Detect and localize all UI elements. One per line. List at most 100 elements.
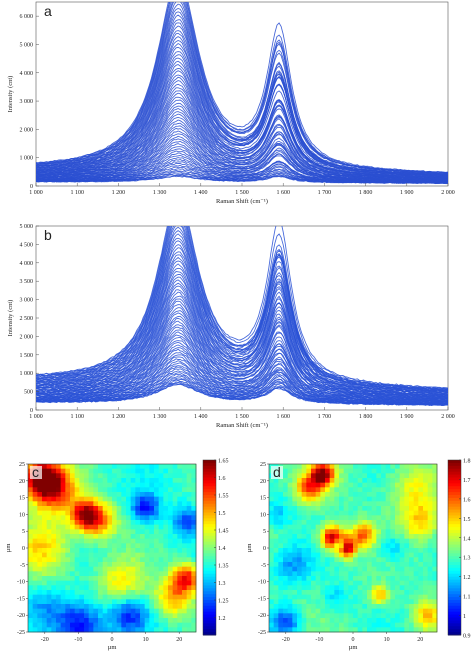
- heatmap-cell: [283, 468, 289, 474]
- heatmap-cell: [126, 594, 132, 600]
- heatmap-cell: [273, 599, 279, 605]
- heatmap-cell: [390, 506, 396, 512]
- heatmap-cell: [154, 562, 160, 568]
- heatmap-cell: [432, 501, 438, 507]
- heatmap-cell: [390, 487, 396, 493]
- heatmap-cell: [126, 557, 132, 563]
- heatmap-cell: [102, 566, 108, 572]
- heatmap-cell: [367, 510, 373, 516]
- heatmap-cell: [273, 604, 279, 610]
- heatmap-cell: [418, 618, 424, 624]
- colorbar-segment: [203, 585, 216, 589]
- y-tick-label: -15: [258, 596, 266, 602]
- heatmap-cell: [191, 520, 197, 526]
- heatmap-cell: [60, 529, 66, 535]
- heatmap-cell: [404, 594, 410, 600]
- heatmap-cell: [427, 576, 433, 582]
- heatmap-cell: [413, 478, 419, 484]
- heatmap-cell: [390, 599, 396, 605]
- heatmap-cell: [144, 478, 150, 484]
- heatmap-cell: [269, 590, 275, 596]
- heatmap-cell: [348, 627, 354, 633]
- heatmap-cell: [79, 515, 85, 521]
- heatmap-cell: [371, 594, 377, 600]
- heatmap-cell: [432, 618, 438, 624]
- heatmap-cell: [334, 501, 340, 507]
- heatmap-cell: [186, 618, 192, 624]
- heatmap-cell: [283, 580, 289, 586]
- heatmap-cell: [269, 506, 275, 512]
- heatmap-cell: [93, 510, 99, 516]
- heatmap-cell: [367, 487, 373, 493]
- heatmap-cell: [390, 613, 396, 619]
- heatmap-cell: [144, 608, 150, 614]
- heatmap-cell: [88, 482, 94, 488]
- heatmap-cell: [65, 599, 71, 605]
- heatmap-cell: [32, 478, 38, 484]
- heatmap-cell: [102, 622, 108, 628]
- heatmap-cell: [116, 618, 122, 624]
- heatmap-cell: [65, 473, 71, 479]
- heatmap-cell: [413, 543, 419, 549]
- heatmap-cell: [32, 534, 38, 540]
- heatmap-cell: [278, 562, 284, 568]
- heatmap-cell: [177, 613, 183, 619]
- heatmap-cell: [135, 501, 141, 507]
- heatmap-cell: [107, 543, 113, 549]
- heatmap-cell: [121, 538, 127, 544]
- heatmap-cell: [306, 534, 312, 540]
- heatmap-cell: [60, 543, 66, 549]
- heatmap-cell: [56, 585, 62, 591]
- heatmap-cell: [149, 468, 155, 474]
- heatmap-cell: [79, 529, 85, 535]
- heatmap-cell: [130, 618, 136, 624]
- y-tick-label: 20: [260, 479, 266, 485]
- heatmap-cell: [168, 515, 174, 521]
- heatmap-cell: [172, 576, 178, 582]
- heatmap-cell: [283, 548, 289, 554]
- heatmap-cell: [292, 562, 298, 568]
- heatmap-cell: [60, 622, 66, 628]
- heatmap-cell: [37, 515, 43, 521]
- heatmap-cell: [79, 468, 85, 474]
- heatmap-cell: [135, 487, 141, 493]
- heatmap-cell: [413, 468, 419, 474]
- heatmap-cell: [329, 604, 335, 610]
- heatmap-cell: [418, 552, 424, 558]
- heatmap-cell: [343, 543, 349, 549]
- heatmap-cell: [357, 562, 363, 568]
- colorbar-segment: [203, 497, 216, 502]
- heatmap-cell: [315, 590, 321, 596]
- heatmap-cell: [418, 520, 424, 526]
- heatmap-cell: [102, 496, 108, 502]
- heatmap-cell: [427, 622, 433, 628]
- heatmap-cell: [84, 520, 90, 526]
- heatmap-cell: [320, 487, 326, 493]
- heatmap-cell: [74, 510, 80, 516]
- colorbar-segment: [448, 512, 461, 516]
- heatmap-cell: [385, 510, 391, 516]
- heatmap-cell: [399, 599, 405, 605]
- heatmap-cell: [353, 590, 359, 596]
- heatmap-cell: [93, 557, 99, 563]
- heatmap-cell: [121, 473, 127, 479]
- heatmap-cell: [390, 548, 396, 554]
- heatmap-cell: [168, 552, 174, 558]
- heatmap-cell: [278, 534, 284, 540]
- heatmap-cell: [423, 492, 429, 498]
- heatmap-cell: [98, 473, 104, 479]
- heatmap-cell: [362, 496, 368, 502]
- spectra-series: [36, 226, 448, 406]
- heatmap-cell: [399, 468, 405, 474]
- y-tick-label: 0: [263, 546, 266, 552]
- heatmap-cell: [163, 618, 169, 624]
- heatmap-cell: [273, 529, 279, 535]
- heatmap-cell: [376, 571, 382, 577]
- heatmap-cell: [32, 529, 38, 535]
- heatmap-cell: [32, 613, 38, 619]
- heatmap-cell: [186, 515, 192, 521]
- heatmap-cell: [301, 571, 307, 577]
- heatmap-cell: [339, 501, 345, 507]
- heatmap-cell: [140, 538, 146, 544]
- heatmap-cell: [273, 576, 279, 582]
